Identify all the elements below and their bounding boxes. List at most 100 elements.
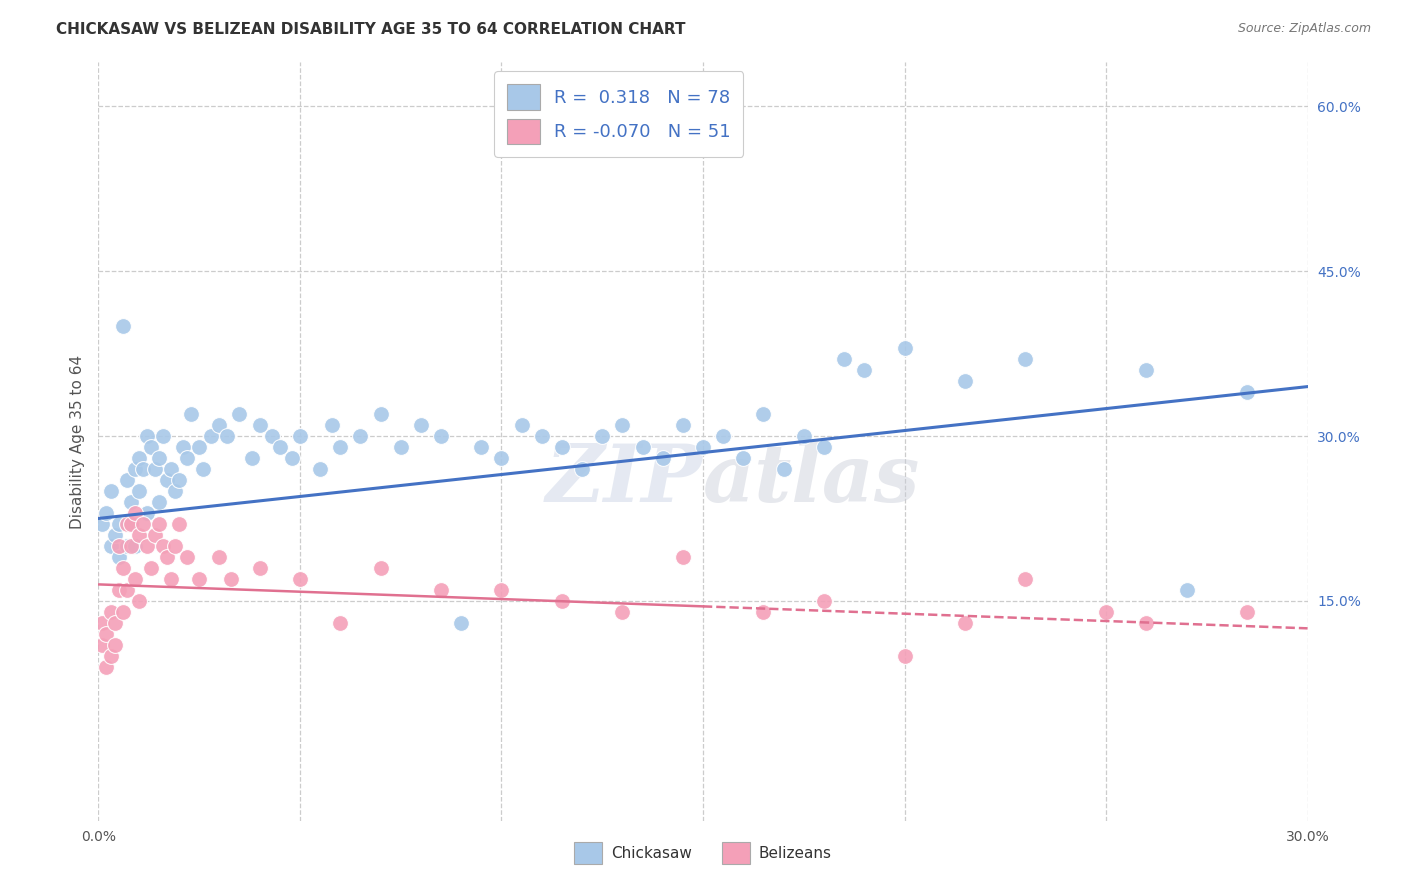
Point — [128, 483, 150, 498]
Point — [139, 561, 162, 575]
Point — [91, 615, 114, 630]
Point — [953, 615, 976, 630]
Point — [612, 605, 634, 619]
Point — [470, 440, 492, 454]
Point — [711, 429, 734, 443]
Point — [107, 539, 129, 553]
Point — [135, 506, 157, 520]
Point — [115, 582, 138, 597]
Point — [152, 429, 174, 443]
Point — [111, 319, 134, 334]
Point — [551, 440, 574, 454]
Point — [135, 539, 157, 553]
Point — [115, 473, 138, 487]
Point — [752, 407, 775, 421]
Point — [107, 516, 129, 531]
Point — [120, 495, 142, 509]
Point — [143, 528, 166, 542]
Text: CHICKASAW VS BELIZEAN DISABILITY AGE 35 TO 64 CORRELATION CHART: CHICKASAW VS BELIZEAN DISABILITY AGE 35 … — [56, 22, 686, 37]
Point — [200, 429, 222, 443]
Point — [510, 418, 533, 433]
Point — [148, 450, 170, 465]
Legend: Chickasaw, Belizeans: Chickasaw, Belizeans — [568, 836, 838, 870]
Point — [1014, 352, 1036, 367]
Point — [228, 407, 250, 421]
Point — [430, 582, 453, 597]
Point — [100, 605, 122, 619]
Point — [103, 638, 125, 652]
Point — [269, 440, 291, 454]
Point — [115, 539, 138, 553]
Point — [167, 516, 190, 531]
Point — [96, 660, 118, 674]
Point — [217, 429, 239, 443]
Point — [156, 473, 179, 487]
Point — [349, 429, 371, 443]
Point — [135, 429, 157, 443]
Point — [100, 483, 122, 498]
Point — [128, 594, 150, 608]
Point — [1236, 605, 1258, 619]
Point — [111, 561, 134, 575]
Point — [193, 462, 215, 476]
Point — [152, 539, 174, 553]
Point — [1135, 615, 1157, 630]
Point — [143, 462, 166, 476]
Point — [111, 605, 134, 619]
Point — [672, 549, 695, 564]
Point — [249, 561, 271, 575]
Point — [176, 549, 198, 564]
Text: ZIP: ZIP — [546, 441, 703, 518]
Point — [321, 418, 343, 433]
Point — [953, 374, 976, 388]
Point — [156, 549, 179, 564]
Point — [692, 440, 714, 454]
Point — [853, 363, 876, 377]
Point — [893, 648, 915, 663]
Point — [124, 539, 146, 553]
Point — [631, 440, 654, 454]
Point — [1095, 605, 1118, 619]
Point — [96, 627, 118, 641]
Point — [91, 516, 114, 531]
Point — [128, 450, 150, 465]
Point — [124, 462, 146, 476]
Point — [124, 572, 146, 586]
Point — [409, 418, 432, 433]
Point — [491, 450, 513, 465]
Point — [103, 615, 125, 630]
Point — [148, 495, 170, 509]
Point — [163, 483, 186, 498]
Point — [329, 615, 352, 630]
Point — [893, 341, 915, 355]
Point — [115, 516, 138, 531]
Point — [672, 418, 695, 433]
Point — [240, 450, 263, 465]
Point — [120, 516, 142, 531]
Point — [571, 462, 593, 476]
Point — [813, 594, 835, 608]
Point — [772, 462, 794, 476]
Point — [450, 615, 472, 630]
Point — [832, 352, 855, 367]
Point — [128, 528, 150, 542]
Point — [208, 549, 231, 564]
Point — [281, 450, 304, 465]
Point — [1236, 385, 1258, 400]
Point — [813, 440, 835, 454]
Point — [288, 572, 311, 586]
Point — [160, 572, 183, 586]
Point — [249, 418, 271, 433]
Point — [309, 462, 332, 476]
Point — [163, 539, 186, 553]
Point — [167, 473, 190, 487]
Point — [96, 506, 118, 520]
Text: Source: ZipAtlas.com: Source: ZipAtlas.com — [1237, 22, 1371, 36]
Point — [100, 648, 122, 663]
Point — [148, 516, 170, 531]
Point — [124, 506, 146, 520]
Point — [139, 440, 162, 454]
Y-axis label: Disability Age 35 to 64: Disability Age 35 to 64 — [69, 354, 84, 529]
Point — [288, 429, 311, 443]
Point — [733, 450, 755, 465]
